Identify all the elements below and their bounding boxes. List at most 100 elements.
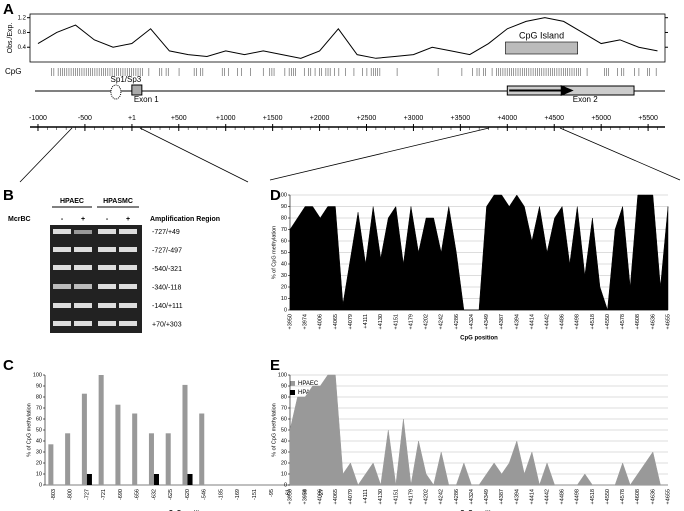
- x-tick-label: +4065: [333, 489, 339, 504]
- x-tick-label: +4387: [499, 489, 505, 504]
- y-tick-label: 100: [278, 372, 287, 378]
- x-tick-label: +4111: [363, 314, 369, 329]
- y-tick-label: 0.4: [18, 45, 27, 51]
- y-tick-label: 1.2: [18, 15, 27, 21]
- y-tick-label: 30: [36, 449, 42, 455]
- x-tick-label: -620: [185, 489, 191, 500]
- x-tick-label: +3974: [303, 489, 309, 504]
- x-axis-label: CpG position: [460, 336, 498, 342]
- x-tick-label: +4242: [439, 489, 445, 504]
- legend-swatch: [290, 390, 295, 395]
- sp1-site: [110, 84, 122, 100]
- bar: [98, 375, 104, 485]
- y-tick-label: 30: [281, 273, 287, 279]
- x-tick-label: +4179: [408, 314, 414, 329]
- x-tick-label: -803: [51, 489, 57, 500]
- x-tick-label: -59: [302, 489, 308, 497]
- region-title: Amplification Region: [150, 216, 220, 223]
- cpg-island: [505, 41, 579, 55]
- region-label: -727/+49: [152, 229, 180, 236]
- y-tick-label: 20: [281, 460, 287, 466]
- x-tick-label: +3950: [287, 314, 293, 329]
- connector: [139, 127, 249, 183]
- region-label: -540/-321: [152, 266, 182, 273]
- x-tick-label: +4655: [665, 489, 671, 504]
- y-tick-label: 80: [281, 215, 287, 221]
- x-tick-label: +4324: [469, 489, 475, 504]
- x-tick-label: +4006: [318, 314, 324, 329]
- x-tick-label: +4550: [605, 314, 611, 329]
- y-tick-label: 90: [36, 383, 42, 389]
- x-tick-label: +4578: [620, 489, 626, 504]
- x-tick-label: +3950: [287, 489, 293, 504]
- y-tick-label: 0: [284, 482, 287, 488]
- x-tick-label: +1000: [216, 115, 236, 122]
- x-tick-label: +4394: [514, 489, 520, 504]
- x-tick-label: +4578: [620, 314, 626, 329]
- x-tick-label: +500: [171, 115, 187, 122]
- y-tick-label: 70: [36, 405, 42, 411]
- x-tick-label: +4079: [348, 489, 354, 504]
- x-tick-label: -169: [235, 489, 241, 500]
- x-tick-label: +4179: [408, 489, 414, 504]
- x-tick-label: +4486: [560, 489, 566, 504]
- y-tick-label: 60: [281, 238, 287, 244]
- x-tick-label: -27: [319, 489, 325, 497]
- y-tick-label: 50: [36, 427, 42, 433]
- x-tick-label: +4202: [424, 489, 430, 504]
- x-tick-label: +4608: [635, 314, 641, 329]
- cell-label: HPAEC: [60, 198, 84, 205]
- x-tick-label: +3000: [404, 115, 424, 122]
- obs-exp-line: [37, 17, 658, 59]
- panel-label: D: [270, 187, 281, 204]
- x-tick-label: +4518: [590, 489, 596, 504]
- y-tick-label: 100: [33, 372, 42, 378]
- area: [289, 194, 669, 311]
- connector: [19, 127, 73, 183]
- panel-label: E: [270, 357, 280, 374]
- y-tick-label: 40: [36, 438, 42, 444]
- y-tick-label: 60: [281, 416, 287, 422]
- bar: [81, 393, 87, 485]
- x-tick-label: +4608: [635, 489, 641, 504]
- x-tick-label: -500: [78, 115, 92, 122]
- sp1-label: Sp1/Sp3: [111, 75, 142, 84]
- y-axis-label: % of CpG methylation: [271, 403, 277, 457]
- x-tick-label: +5500: [638, 115, 658, 122]
- y-tick-label: 0: [284, 307, 287, 313]
- x-tick-label: +4324: [469, 314, 475, 329]
- x-tick-label: -1000: [29, 115, 47, 122]
- treatment-label: McrBC: [8, 216, 31, 223]
- x-tick-label: -61: [286, 489, 292, 497]
- y-axis-label: % of CpG methylation: [271, 226, 277, 280]
- connector: [559, 127, 681, 181]
- y-tick-label: 50: [281, 250, 287, 256]
- x-tick-label: +3500: [451, 115, 471, 122]
- y-tick-label: 80: [36, 394, 42, 400]
- x-tick-label: +4151: [393, 489, 399, 504]
- y-tick-label: 80: [281, 394, 287, 400]
- connector: [269, 127, 490, 181]
- x-tick-label: +4636: [650, 489, 656, 504]
- cell-label: HPASMC: [103, 198, 133, 205]
- region-label: +70/+303: [152, 321, 182, 328]
- legend-swatch: [290, 381, 295, 386]
- lane-label: +: [81, 216, 85, 223]
- x-tick-label: +3974: [303, 314, 309, 329]
- x-tick-label: +4349: [484, 489, 490, 504]
- x-tick-label: +4065: [333, 314, 339, 329]
- region-label: -340/-118: [152, 284, 182, 291]
- cpg-island-label: CpG Island: [519, 30, 564, 40]
- y-tick-label: 0.8: [18, 30, 27, 36]
- y-axis-label: % of CpG methylation: [26, 403, 32, 457]
- x-tick-label: -690: [118, 489, 124, 500]
- bar: [48, 444, 54, 485]
- cpg-label: CpG: [5, 67, 21, 76]
- lane-label: +: [126, 216, 130, 223]
- bar: [182, 384, 188, 485]
- x-tick-label: +1: [128, 115, 136, 122]
- bar: [165, 433, 171, 485]
- x-tick-label: -625: [168, 489, 174, 500]
- y-tick-label: 100: [278, 192, 287, 198]
